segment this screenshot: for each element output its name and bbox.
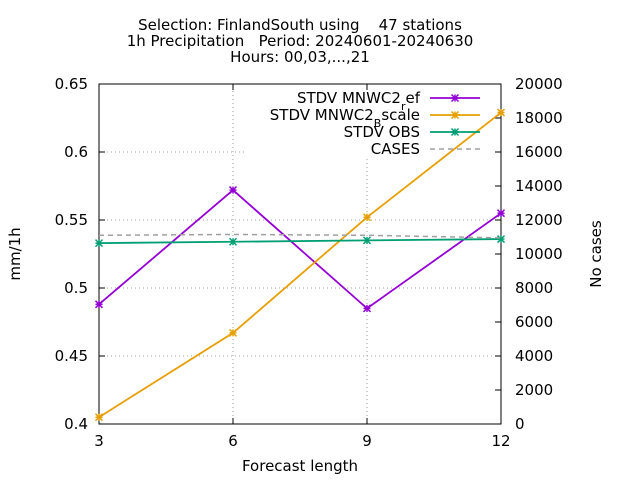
y2-tick-label: 12000 xyxy=(515,211,563,229)
data-point xyxy=(228,328,238,337)
y2-axis-label: No cases xyxy=(587,220,605,288)
series-line xyxy=(98,233,502,239)
y2-tick-label: 8000 xyxy=(515,279,553,297)
legend-label: CASES xyxy=(371,140,420,158)
x-tick-label: 3 xyxy=(94,432,104,450)
title-line: Selection: FinlandSouth using 47 station… xyxy=(138,16,462,34)
chart-title: Selection: FinlandSouth using 47 station… xyxy=(127,16,474,66)
y2-tick-label: 0 xyxy=(515,415,525,433)
y2-tick-label: 4000 xyxy=(515,347,553,365)
data-point xyxy=(362,236,372,245)
series-line xyxy=(98,238,502,245)
data-point xyxy=(496,235,506,244)
legend-label: STDV MNWC2Bscale xyxy=(270,106,420,130)
y2-tick-label: 18000 xyxy=(515,109,563,127)
data-point xyxy=(496,209,506,218)
y2-tick-label: 14000 xyxy=(515,177,563,195)
grid xyxy=(99,84,501,424)
legend-marker xyxy=(450,110,460,120)
legend-label: STDV OBS xyxy=(344,123,420,141)
data-point xyxy=(94,413,104,422)
y2-tick-label: 16000 xyxy=(515,143,563,161)
x-axis-label: Forecast length xyxy=(242,457,358,475)
data-point xyxy=(228,237,238,246)
y-axis-label: mm/1h xyxy=(6,227,24,280)
y-tick-label: 0.6 xyxy=(64,143,88,161)
y-tick-label: 0.4 xyxy=(64,415,88,433)
y2-tick-label: 2000 xyxy=(515,381,553,399)
data-point xyxy=(94,300,104,309)
y-tick-label: 0.45 xyxy=(55,347,88,365)
data-point xyxy=(94,239,104,248)
legend-marker xyxy=(450,127,460,137)
title-line: Hours: 00,03,...,21 xyxy=(230,48,370,66)
series xyxy=(94,108,506,422)
y2-tick-label: 6000 xyxy=(515,313,553,331)
data-point xyxy=(228,186,238,195)
series-line xyxy=(98,188,502,310)
legend-marker xyxy=(450,93,460,103)
y2-tick-label: 10000 xyxy=(515,245,563,263)
y-tick-label: 0.65 xyxy=(55,75,88,93)
x-tick-label: 6 xyxy=(228,432,238,450)
y-tick-label: 0.55 xyxy=(55,211,88,229)
data-point xyxy=(362,304,372,313)
data-point xyxy=(496,108,506,117)
legend-label: STDV MNWC2ref xyxy=(297,89,421,113)
series-line xyxy=(98,111,502,418)
y2-tick-label: 20000 xyxy=(515,75,563,93)
title-line: 1h Precipitation Period: 20240601-202406… xyxy=(127,32,474,50)
y-tick-label: 0.5 xyxy=(64,279,88,297)
x-tick-label: 9 xyxy=(362,432,372,450)
tick-labels: 3 6 9 12 0.4 0.45 0.5 0.55 0.6 0.65 0 2000 4000 6000 8… xyxy=(55,75,563,450)
data-point xyxy=(362,213,372,222)
x-tick-label: 12 xyxy=(491,432,510,450)
